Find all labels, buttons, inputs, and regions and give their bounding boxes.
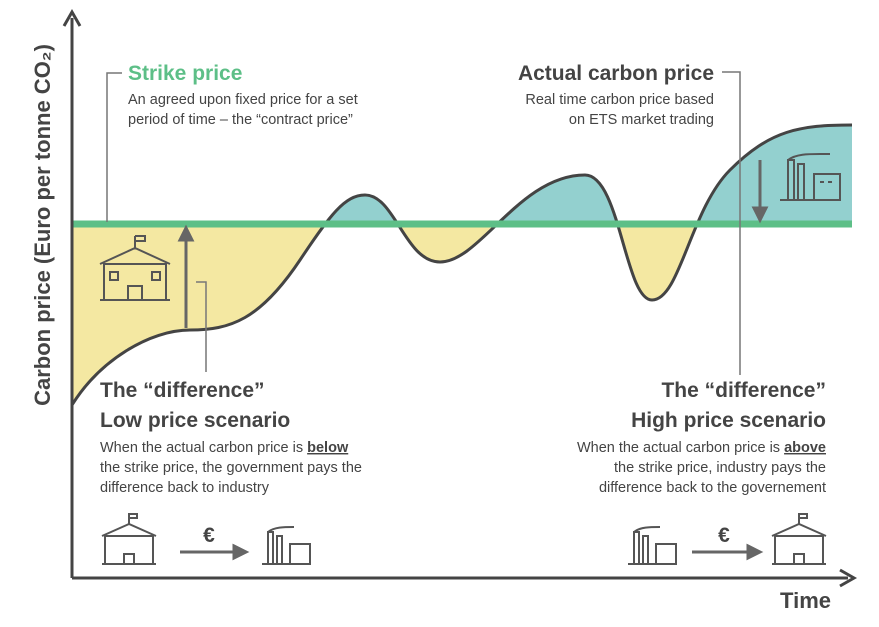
leader-lines [106, 71, 741, 375]
high-title: The “difference” [661, 379, 826, 402]
high-desc: the strike price, industry pays the [614, 460, 826, 476]
high-desc: When the actual carbon price is above [577, 440, 826, 456]
low-desc: When the actual carbon price is below [100, 440, 349, 456]
x-axis-label: Time [780, 588, 831, 613]
emphasis: above [784, 440, 826, 456]
factory-icon-small-2 [628, 526, 677, 565]
low-desc: difference back to industry [100, 480, 270, 496]
government-icon-small [101, 513, 157, 565]
strike-title: Strike price [128, 62, 242, 85]
emphasis: below [307, 440, 349, 456]
currency: € [718, 524, 730, 547]
currency: € [203, 524, 215, 547]
y-axis-label: Carbon price (Euro per tonne CO₂) [30, 44, 55, 406]
high-title: High price scenario [631, 409, 826, 432]
low-title: Low price scenario [100, 409, 290, 432]
arrows [177, 160, 769, 561]
factory-icon [780, 153, 841, 201]
low-desc: the strike price, the government pays th… [100, 460, 362, 476]
strike-desc: period of time – the “contract price” [128, 112, 353, 128]
factory-icon-small [262, 526, 311, 565]
government-icon-small-2 [771, 513, 827, 565]
axes [62, 8, 858, 588]
government-icon [99, 235, 171, 301]
lead: When the actual carbon price is [100, 440, 303, 456]
low-title: The “difference” [100, 379, 265, 402]
actual-title: Actual carbon price [518, 62, 714, 85]
lead: When the actual carbon price is [577, 440, 780, 456]
actual-desc: on ETS market trading [569, 112, 714, 128]
actual-desc: Real time carbon price based [525, 92, 714, 108]
strike-desc: An agreed upon fixed price for a set [128, 92, 358, 108]
high-desc: difference back to the governement [599, 480, 826, 496]
